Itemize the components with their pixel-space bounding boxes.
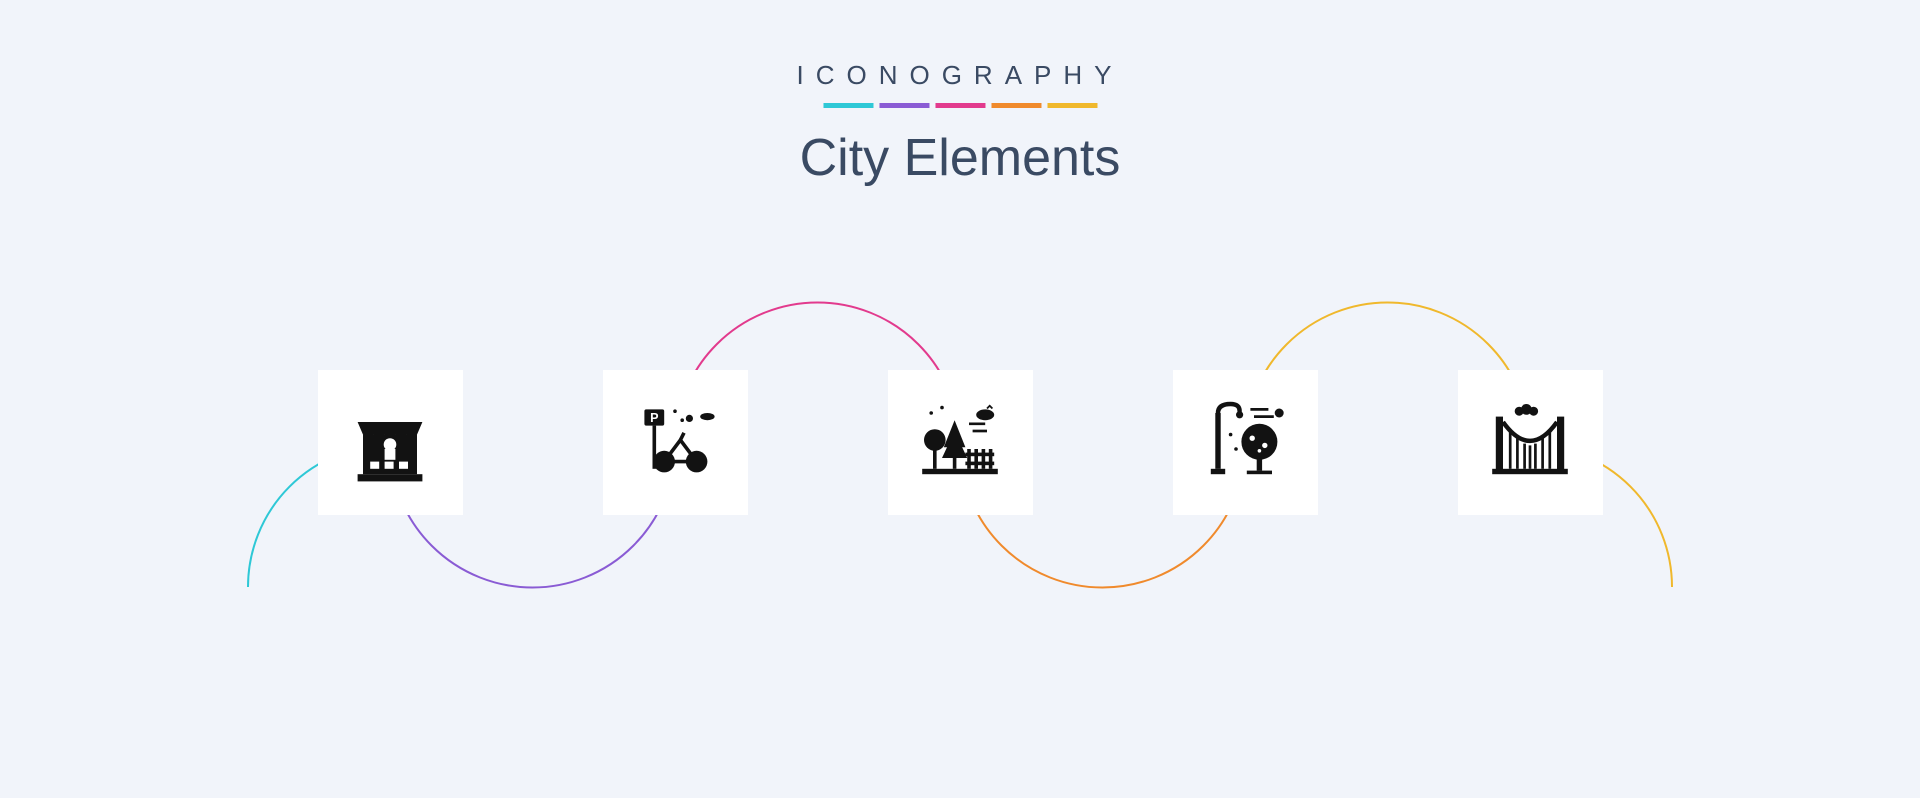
stripe-0 [823, 103, 873, 108]
color-stripes [796, 103, 1123, 108]
icon-card [888, 370, 1033, 515]
icon-card [1173, 370, 1318, 515]
icons-row: P [0, 370, 1920, 515]
stripe-1 [879, 103, 929, 108]
icon-card [1458, 370, 1603, 515]
street-light-tree-icon [1200, 395, 1290, 490]
stripe-4 [1047, 103, 1097, 108]
page-title: City Elements [796, 128, 1123, 188]
bridge-icon [1485, 395, 1575, 490]
bike-parking-icon: P [630, 395, 720, 490]
brand-label: ICONOGRAPHY [796, 60, 1123, 91]
svg-text:P: P [650, 411, 658, 425]
food-stall-icon [345, 395, 435, 490]
icon-card [318, 370, 463, 515]
stripe-2 [935, 103, 985, 108]
header: ICONOGRAPHY City Elements [796, 60, 1123, 188]
icon-card: P [603, 370, 748, 515]
park-garden-icon [915, 395, 1005, 490]
stripe-3 [991, 103, 1041, 108]
